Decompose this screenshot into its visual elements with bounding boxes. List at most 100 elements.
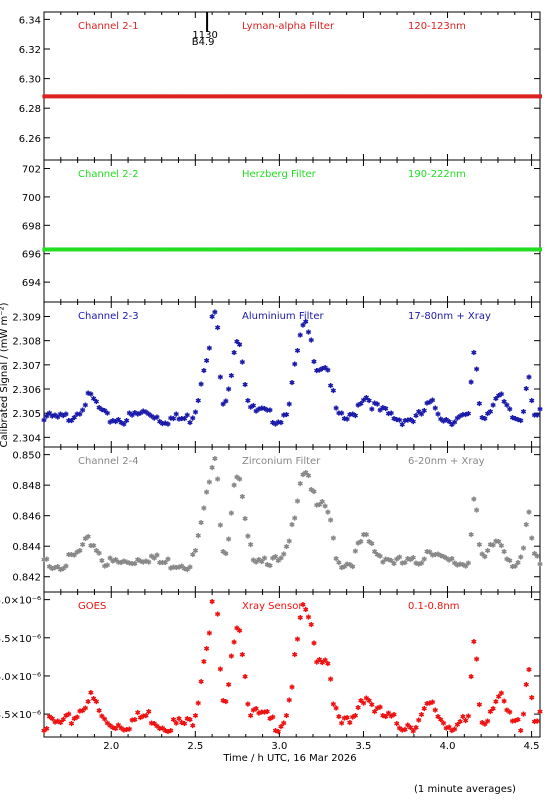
data-point — [403, 94, 407, 99]
data-point: * — [64, 564, 69, 574]
data-point: * — [350, 715, 355, 725]
data-point: * — [359, 698, 364, 708]
data-point — [199, 247, 204, 252]
data-point: * — [469, 674, 474, 684]
data-point: * — [361, 700, 366, 710]
data-point — [497, 94, 501, 99]
data-point: * — [455, 562, 460, 572]
data-point: * — [138, 715, 143, 725]
data-point — [92, 94, 96, 99]
data-point — [158, 94, 162, 99]
data-point — [149, 94, 154, 99]
data-point — [386, 247, 391, 252]
data-point: * — [226, 536, 231, 546]
data-point — [116, 247, 121, 252]
data-point — [312, 247, 317, 252]
data-point: * — [199, 520, 204, 530]
data-point: * — [229, 653, 234, 663]
data-point — [229, 94, 234, 99]
data-point: * — [461, 714, 466, 724]
data-point — [147, 94, 151, 99]
data-point: * — [69, 721, 74, 731]
data-point: * — [251, 403, 256, 413]
data-point — [323, 247, 328, 252]
data-point: * — [157, 726, 162, 736]
data-point — [524, 94, 529, 99]
data-point: * — [425, 549, 430, 559]
data-point: * — [414, 413, 419, 423]
data-point — [232, 247, 237, 252]
data-point: * — [422, 706, 427, 716]
data-point — [461, 247, 465, 252]
data-point: * — [58, 412, 63, 422]
data-point — [464, 247, 468, 252]
data-point: * — [185, 567, 190, 577]
data-point: * — [485, 411, 490, 421]
data-point: * — [488, 409, 493, 419]
data-point — [166, 94, 170, 99]
y-tick-label: 6.34 — [19, 15, 41, 26]
data-point: * — [397, 725, 402, 735]
data-point — [326, 247, 330, 252]
data-point: * — [339, 565, 344, 575]
data-point: * — [141, 559, 146, 569]
data-point — [521, 94, 526, 99]
data-point: * — [152, 555, 157, 565]
data-point: * — [389, 411, 394, 421]
data-point — [411, 247, 416, 252]
data-point: * — [235, 474, 240, 484]
data-point: * — [364, 395, 369, 405]
data-point: * — [45, 726, 50, 736]
data-point — [331, 94, 336, 99]
data-point: * — [122, 728, 127, 738]
data-point — [227, 94, 231, 99]
data-point — [111, 247, 115, 252]
data-point — [337, 247, 341, 252]
data-point: * — [400, 422, 405, 432]
data-point — [144, 94, 148, 99]
data-point — [328, 247, 333, 252]
data-point — [287, 247, 292, 252]
y-tick-label: 2.308 — [12, 337, 41, 348]
data-point: * — [463, 412, 468, 422]
data-point: * — [105, 721, 110, 731]
data-point: * — [105, 562, 110, 572]
data-point: * — [499, 391, 504, 401]
data-point: * — [516, 717, 521, 727]
data-point — [386, 94, 391, 99]
data-point: * — [262, 406, 267, 416]
data-point: * — [452, 726, 457, 736]
data-point — [480, 94, 485, 99]
data-point — [309, 94, 314, 99]
data-point — [298, 94, 303, 99]
data-point: * — [370, 702, 375, 712]
data-point — [177, 247, 182, 252]
data-point: * — [392, 712, 397, 722]
data-point — [362, 94, 366, 99]
data-point: * — [100, 714, 105, 724]
data-point — [521, 247, 526, 252]
data-point — [193, 247, 198, 252]
data-point: * — [50, 716, 55, 726]
data-point: * — [248, 713, 253, 723]
data-point: * — [439, 717, 444, 727]
data-point — [406, 247, 410, 252]
y-tick-label: 700 — [22, 193, 41, 204]
data-point — [83, 247, 88, 252]
data-point: * — [306, 615, 311, 625]
data-point: * — [257, 557, 262, 567]
data-point — [213, 247, 217, 252]
data-point: * — [287, 697, 292, 707]
data-series — [42, 247, 542, 252]
data-point: * — [259, 406, 264, 416]
data-point: * — [97, 405, 102, 415]
data-point: * — [246, 398, 251, 408]
data-point: * — [309, 337, 314, 347]
data-point: * — [130, 718, 135, 728]
data-point — [111, 94, 115, 99]
data-point: * — [328, 383, 333, 393]
data-point: * — [111, 559, 116, 569]
data-point: * — [72, 716, 77, 726]
data-point: * — [64, 713, 69, 723]
data-point — [125, 247, 129, 252]
